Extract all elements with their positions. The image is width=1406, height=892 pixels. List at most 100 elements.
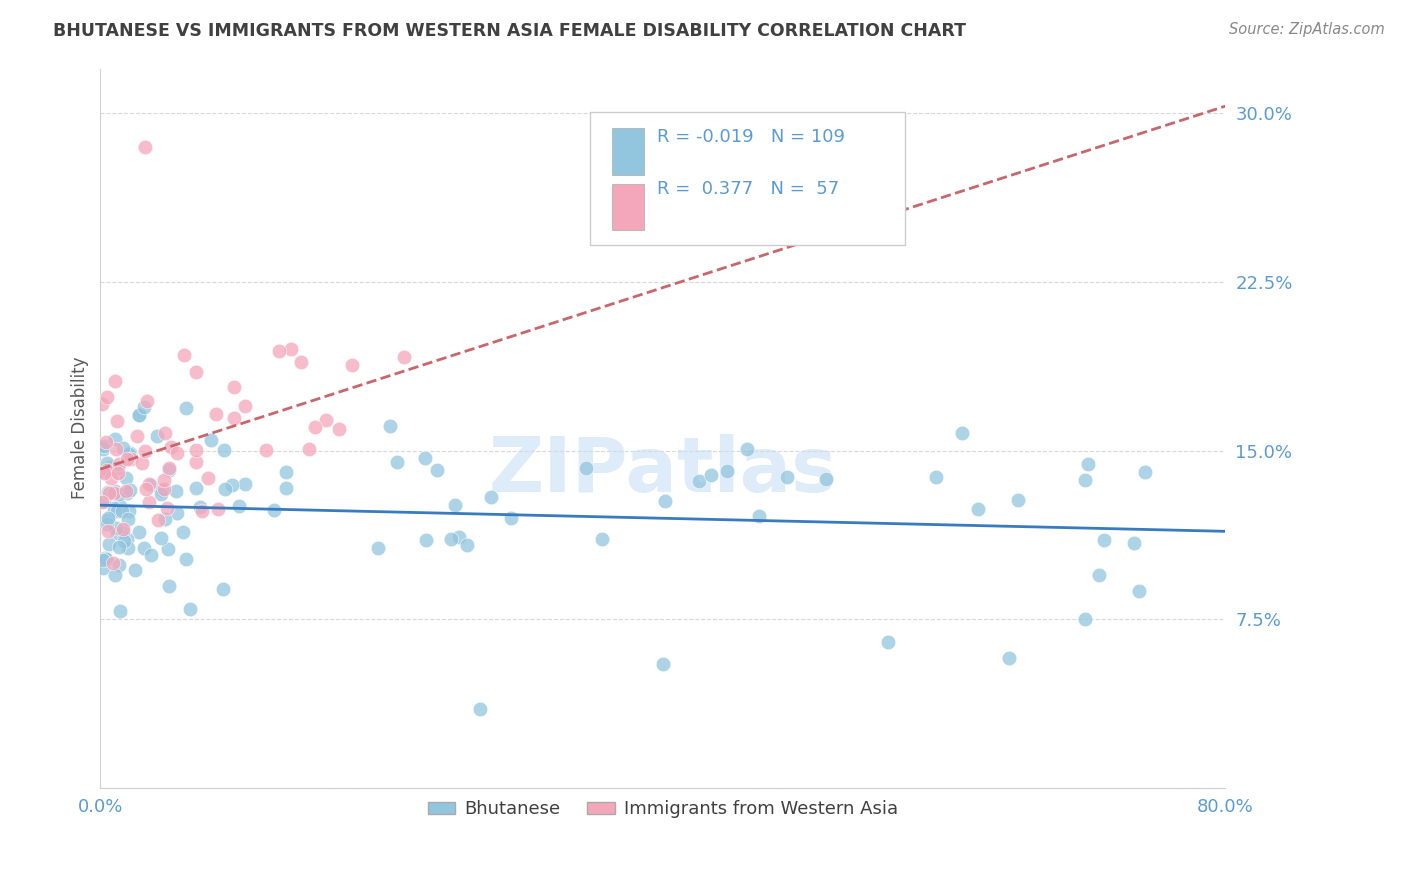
Point [135,393,157,408]
Point [197,470,219,484]
Point [134,444,156,458]
Point [118,503,141,517]
Point [153,482,176,496]
Point [96,456,118,470]
Point [304,420,326,434]
Point [91,397,114,411]
Point [97,513,120,527]
Point [111,441,134,455]
Point [111,524,134,539]
Point [91,561,114,575]
Point [212,582,235,596]
Point [222,379,245,393]
Point [157,463,180,477]
Point [1128,583,1150,598]
Point [105,442,128,457]
Point [449,530,471,544]
Point [700,468,723,483]
Point [138,477,160,491]
Point [146,513,169,527]
Point [91,442,114,456]
Text: Source: ZipAtlas.com: Source: ZipAtlas.com [1229,22,1385,37]
Point [1088,567,1111,582]
Point [134,400,156,414]
Point [367,541,389,556]
Point [97,524,120,538]
Point [315,413,337,427]
Point [228,499,250,513]
Point [125,429,148,443]
Point [124,563,146,577]
Point [815,472,838,486]
Point [108,486,131,500]
Point [233,399,256,413]
Point [105,504,128,518]
Point [156,500,179,515]
Point [141,549,163,563]
Point [104,483,127,498]
Point [456,538,478,552]
Point [108,604,131,618]
Point [93,439,115,453]
Point [157,461,180,475]
Point [111,504,134,518]
Point [112,534,135,549]
Point [290,355,312,369]
Point [107,540,129,554]
Point [877,634,900,648]
Point [444,498,467,512]
Point [205,407,228,421]
Point [105,414,128,428]
Point [117,512,139,526]
Point [221,478,243,492]
Point [108,499,131,513]
Point [115,483,138,498]
Point [91,553,114,567]
Point [128,408,150,422]
Point [651,657,673,672]
Point [1074,473,1097,487]
Point [128,408,150,422]
Point [998,651,1021,665]
Point [378,419,401,434]
Point [165,484,187,499]
Point [776,470,799,484]
Point [184,443,207,458]
Text: ZIPatlas: ZIPatlas [489,434,837,508]
Point [150,483,173,497]
Point [150,531,173,545]
Point [91,464,114,478]
Point [173,348,195,362]
Point [1077,457,1099,471]
Point [135,482,157,496]
Point [298,442,321,456]
Point [112,522,135,536]
Text: R = -0.019   N = 109: R = -0.019 N = 109 [657,128,845,146]
Point [104,432,127,446]
Point [426,462,449,476]
Point [174,401,197,415]
Point [107,466,129,480]
Point [132,541,155,555]
Point [120,452,142,467]
Point [950,426,973,441]
Point [413,451,436,466]
Point [188,500,211,515]
Point [274,465,297,479]
Point [96,390,118,404]
Bar [612,184,644,230]
Point [591,532,613,546]
Point [117,541,139,556]
Point [263,503,285,517]
Point [152,473,174,487]
Point [139,478,162,492]
Point [1123,536,1146,550]
Point [166,446,188,460]
Point [96,462,118,476]
Point [160,440,183,454]
Point [108,458,131,472]
Point [94,551,117,566]
Point [735,442,758,457]
Point [149,487,172,501]
Point [104,374,127,388]
